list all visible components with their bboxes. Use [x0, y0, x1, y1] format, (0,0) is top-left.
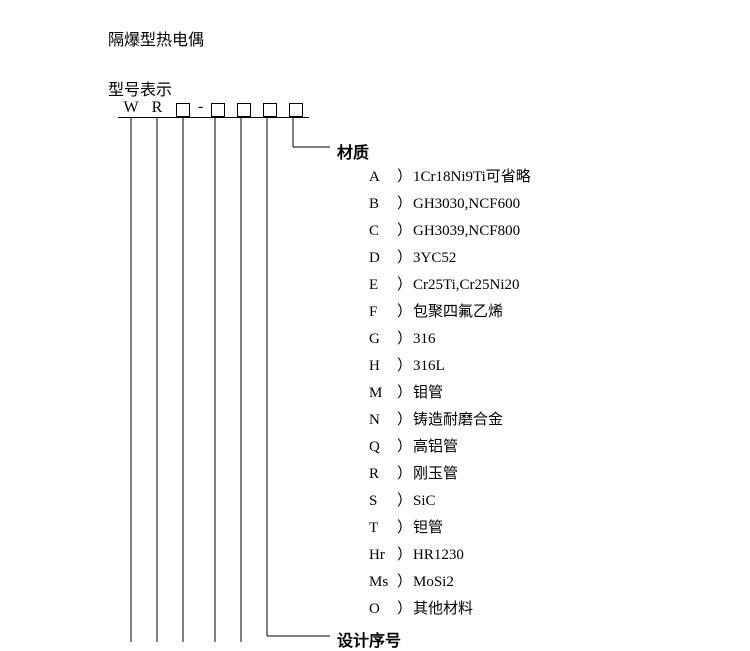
code-dash: -	[196, 98, 205, 118]
code-letter-r: R	[144, 99, 170, 118]
material-item: Q）高铝管	[369, 434, 531, 461]
code-slot-4	[257, 98, 283, 118]
material-text: GH3039,NCF800	[413, 218, 520, 245]
material-item: C）GH3039,NCF800	[369, 218, 531, 245]
material-item: G）316	[369, 326, 531, 353]
code-letter-w: W	[118, 99, 144, 118]
main-title: 隔爆型热电偶	[108, 26, 204, 50]
material-item: F）包聚四氟乙烯	[369, 299, 531, 326]
material-code: Hr	[369, 542, 397, 569]
material-paren: ）	[397, 326, 413, 353]
material-paren: ）	[397, 407, 413, 434]
material-code: H	[369, 353, 397, 380]
material-code: E	[369, 272, 397, 299]
material-paren: ）	[397, 191, 413, 218]
material-text: 316L	[413, 353, 445, 380]
material-text: 其他材料	[413, 596, 473, 623]
material-text: 1Cr18Ni9Ti可省略	[413, 164, 531, 191]
material-code: D	[369, 245, 397, 272]
material-paren: ）	[397, 272, 413, 299]
material-paren: ）	[397, 596, 413, 623]
design-seq-title: 设计序号	[337, 627, 401, 651]
material-text: 铸造耐磨合金	[413, 407, 503, 434]
material-code: T	[369, 515, 397, 542]
material-paren: ）	[397, 569, 413, 596]
material-item: S）SiC	[369, 488, 531, 515]
material-paren: ）	[397, 488, 413, 515]
material-text: 3YC52	[413, 245, 456, 272]
material-code: Ms	[369, 569, 397, 596]
material-paren: ）	[397, 380, 413, 407]
material-text: Cr25Ti,Cr25Ni20	[413, 272, 520, 299]
material-paren: ）	[397, 353, 413, 380]
material-paren: ）	[397, 542, 413, 569]
material-paren: ）	[397, 461, 413, 488]
material-paren: ）	[397, 434, 413, 461]
material-text: 钼管	[413, 380, 443, 407]
material-item: B）GH3030,NCF600	[369, 191, 531, 218]
material-item: A）1Cr18Ni9Ti可省略	[369, 164, 531, 191]
material-item: D）3YC52	[369, 245, 531, 272]
material-text: MoSi2	[413, 569, 454, 596]
material-text: 包聚四氟乙烯	[413, 299, 503, 326]
material-list: A）1Cr18Ni9Ti可省略B）GH3030,NCF600C）GH3039,N…	[369, 164, 531, 623]
material-code: B	[369, 191, 397, 218]
material-paren: ）	[397, 299, 413, 326]
material-item: T）钽管	[369, 515, 531, 542]
material-text: 刚玉管	[413, 461, 458, 488]
material-item: H）316L	[369, 353, 531, 380]
material-code: M	[369, 380, 397, 407]
material-item: O）其他材料	[369, 596, 531, 623]
material-item: Ms）MoSi2	[369, 569, 531, 596]
material-item: Hr）HR1230	[369, 542, 531, 569]
material-text: 钽管	[413, 515, 443, 542]
code-slot-3	[231, 98, 257, 118]
material-text: HR1230	[413, 542, 464, 569]
material-text: SiC	[413, 488, 436, 515]
material-item: M）钼管	[369, 380, 531, 407]
material-text: GH3030,NCF600	[413, 191, 520, 218]
code-slot-2	[205, 98, 231, 118]
material-code: O	[369, 596, 397, 623]
material-code: R	[369, 461, 397, 488]
material-code: N	[369, 407, 397, 434]
material-code: F	[369, 299, 397, 326]
material-paren: ）	[397, 218, 413, 245]
model-code-row: W R -	[118, 98, 309, 118]
material-code: C	[369, 218, 397, 245]
material-code: G	[369, 326, 397, 353]
material-section-title: 材质	[337, 139, 369, 163]
code-slot-1	[170, 98, 196, 118]
material-paren: ）	[397, 164, 413, 191]
material-item: N）铸造耐磨合金	[369, 407, 531, 434]
material-paren: ）	[397, 515, 413, 542]
material-code: A	[369, 164, 397, 191]
material-code: Q	[369, 434, 397, 461]
sub-title: 型号表示	[108, 76, 172, 100]
material-paren: ）	[397, 245, 413, 272]
material-text: 高铝管	[413, 434, 458, 461]
material-code: S	[369, 488, 397, 515]
material-item: E）Cr25Ti,Cr25Ni20	[369, 272, 531, 299]
code-slot-5	[283, 98, 309, 118]
material-item: R）刚玉管	[369, 461, 531, 488]
material-text: 316	[413, 326, 436, 353]
